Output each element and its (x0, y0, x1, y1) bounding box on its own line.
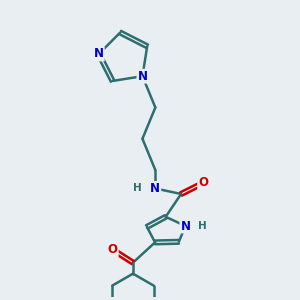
Text: N: N (94, 47, 104, 61)
Text: H: H (198, 221, 206, 231)
Text: O: O (108, 243, 118, 256)
Text: N: N (180, 220, 190, 232)
Text: H: H (133, 184, 141, 194)
Text: N: N (137, 70, 148, 83)
Text: O: O (198, 176, 208, 189)
Text: N: N (150, 182, 160, 195)
